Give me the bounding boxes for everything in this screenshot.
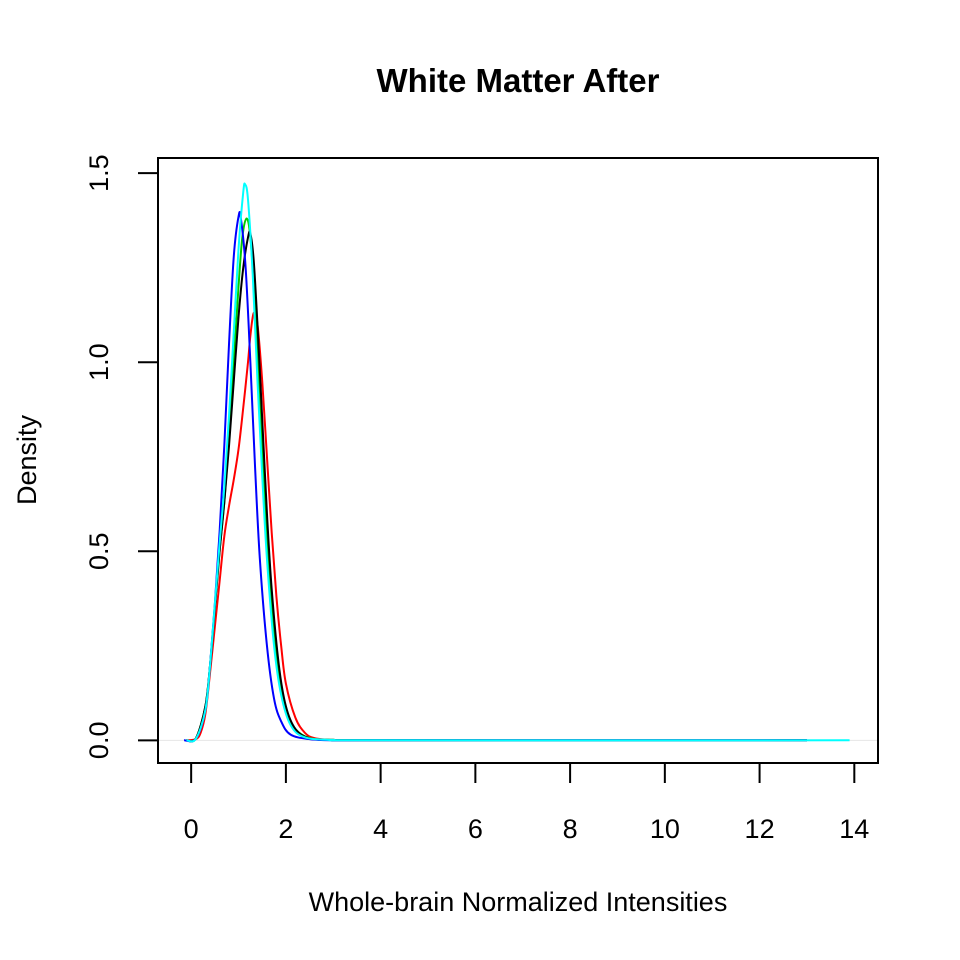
density-line [186, 182, 850, 743]
y-tick-label: 0.0 [84, 722, 114, 760]
x-tick-label: 6 [468, 814, 483, 844]
x-axis: 0 2 4 6 8 10 12 14 [184, 762, 869, 844]
x-tick-label: 14 [839, 814, 869, 844]
y-axis: 0.0 0.5 1.0 1.5 [84, 154, 159, 760]
density-series-group [183, 182, 850, 743]
chart-title: White Matter After [377, 62, 660, 99]
y-tick-label: 0.5 [84, 532, 114, 570]
x-tick-label: 12 [745, 814, 775, 844]
x-tick-label: 10 [650, 814, 680, 844]
density-line [186, 230, 807, 743]
x-tick-label: 8 [563, 814, 578, 844]
y-axis-label: Density [12, 414, 42, 505]
x-tick-label: 2 [278, 814, 293, 844]
y-tick-label: 1.0 [84, 343, 114, 381]
x-axis-label: Whole-brain Normalized Intensities [309, 887, 728, 917]
x-tick-label: 4 [373, 814, 388, 844]
x-tick-label: 0 [184, 814, 199, 844]
y-tick-label: 1.5 [84, 154, 114, 192]
plot-frame [157, 157, 879, 764]
